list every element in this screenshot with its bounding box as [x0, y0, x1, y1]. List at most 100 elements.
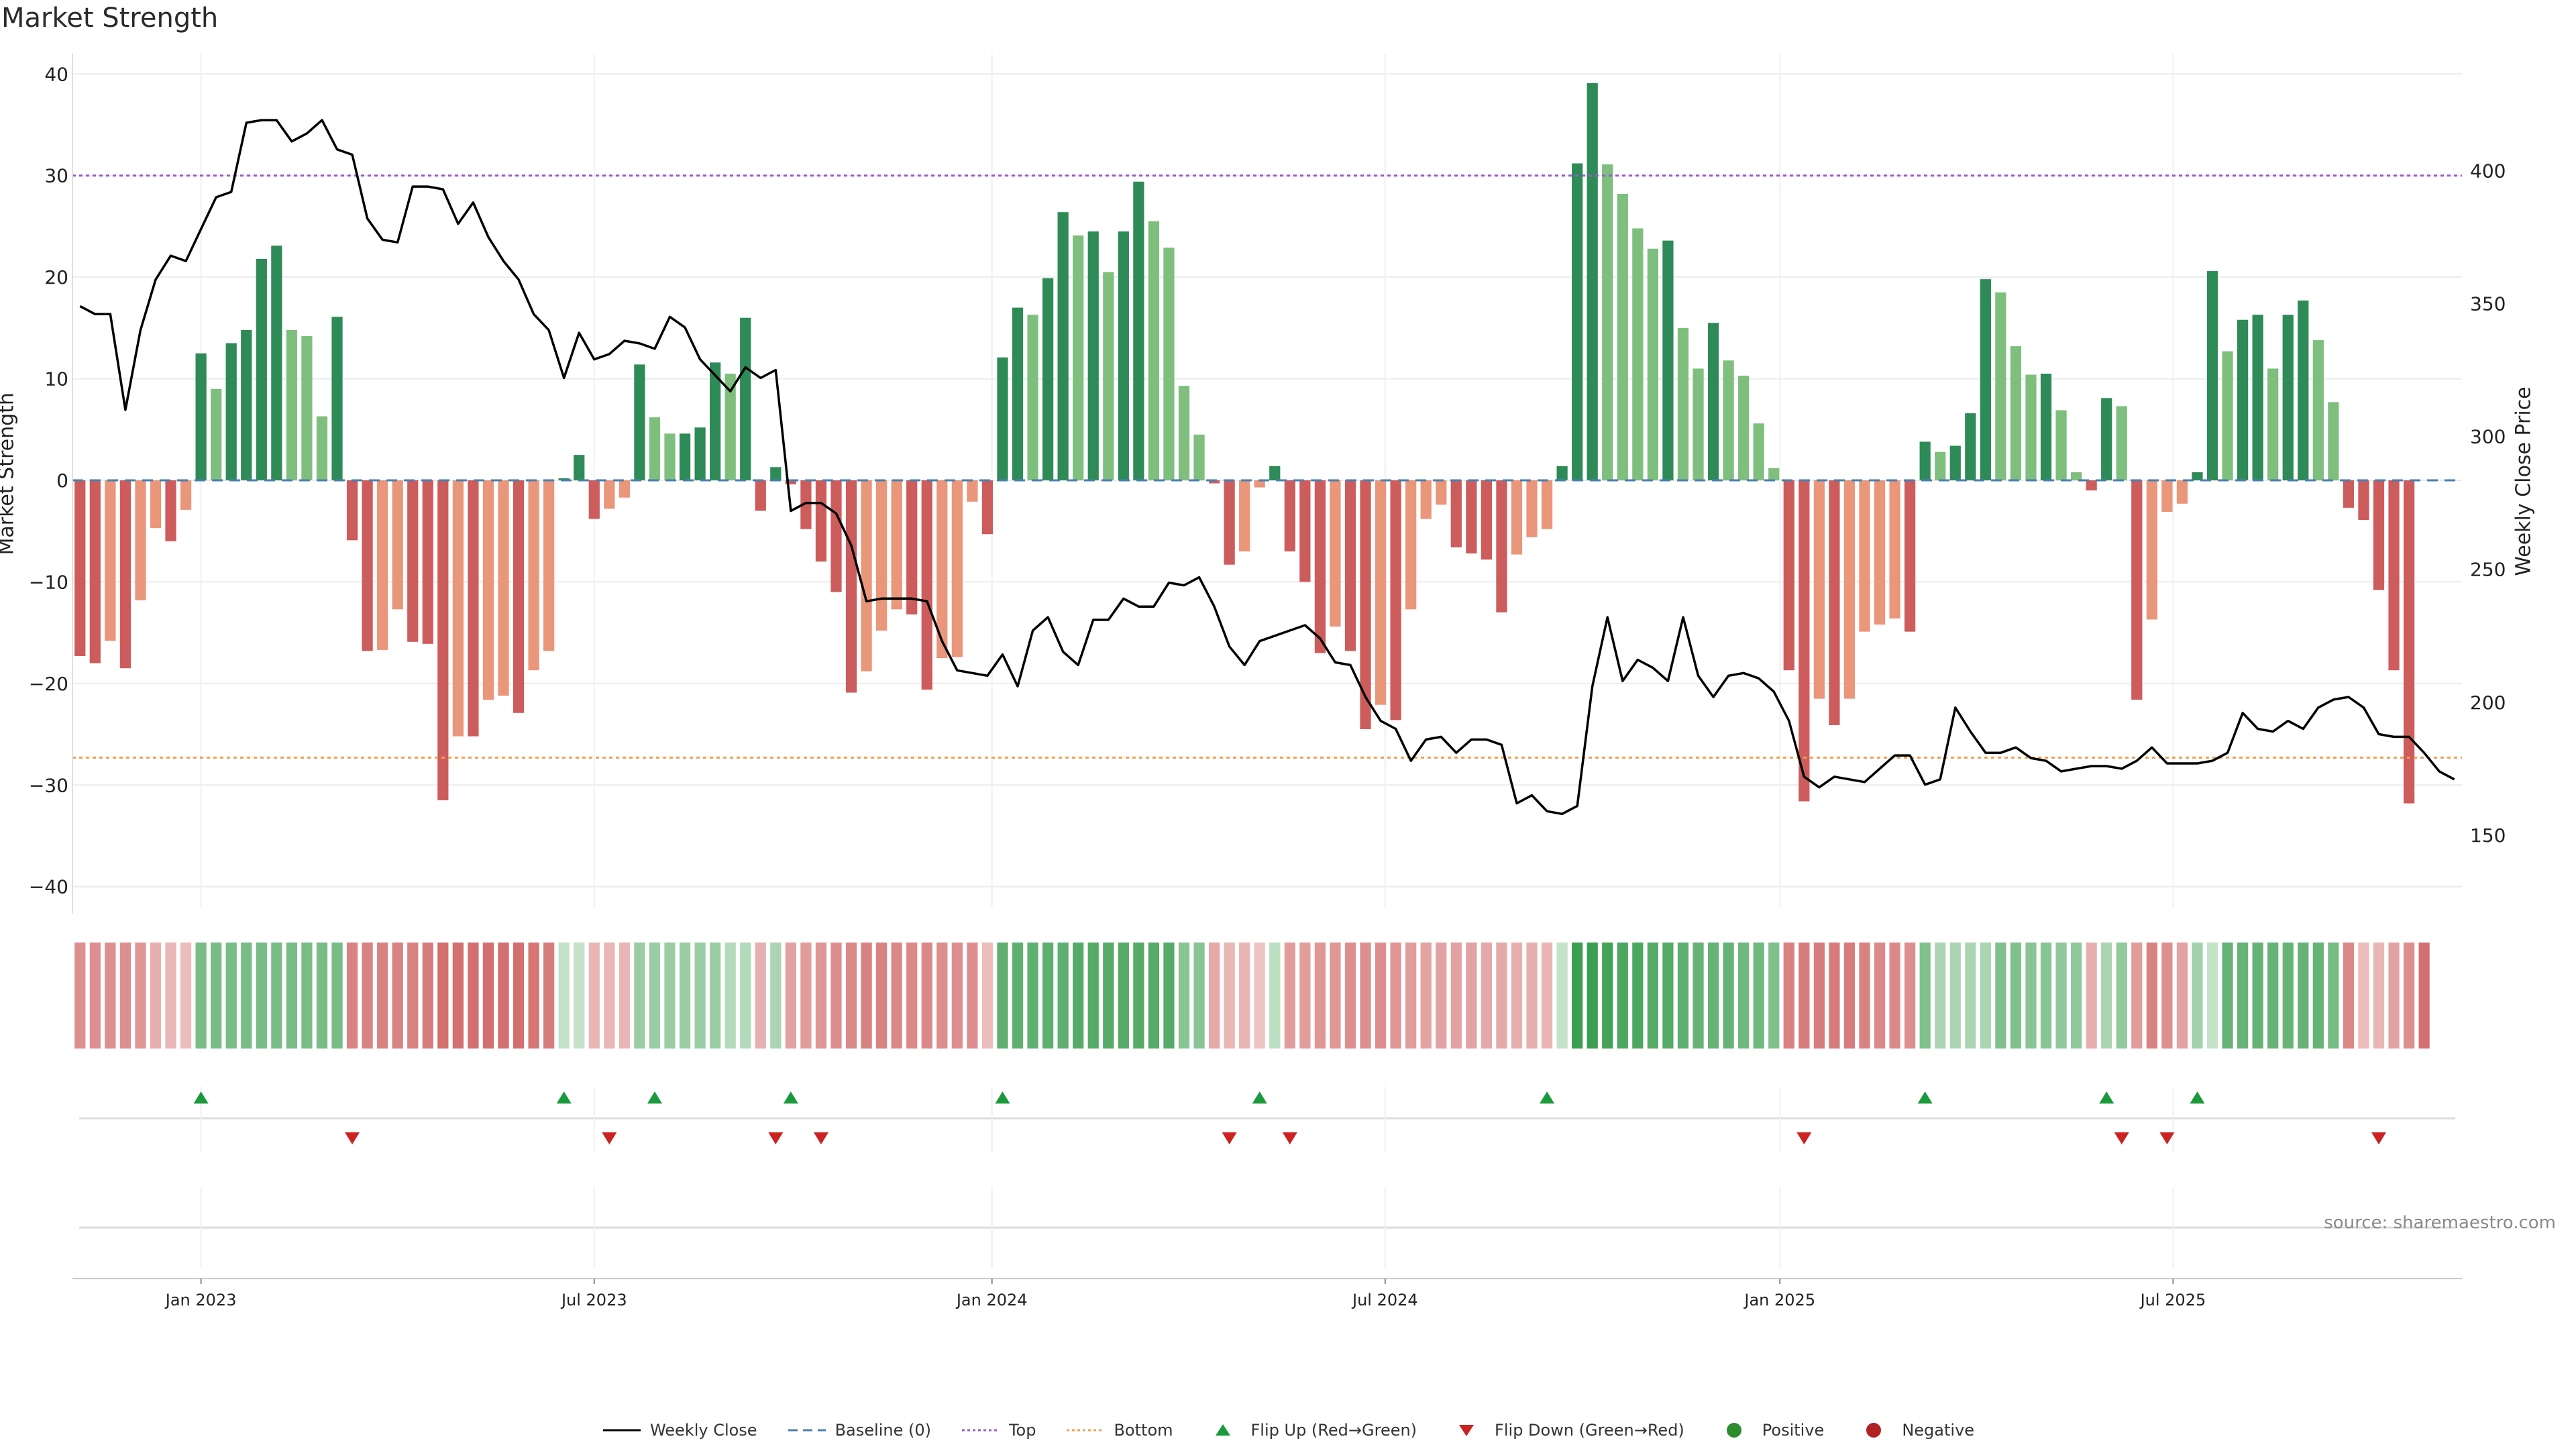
- heat-cell: [815, 943, 827, 1049]
- heat-cell: [89, 943, 101, 1049]
- legend-label: Weekly Close: [649, 1421, 757, 1440]
- strength-bar: [710, 362, 721, 480]
- legend-item: Flip Down (Green→Red): [1446, 1421, 1684, 1440]
- heat-cell: [2161, 943, 2173, 1049]
- flip-up-marker: [995, 1091, 1010, 1104]
- strength-bar: [271, 246, 282, 480]
- legend-swatch: [1215, 1424, 1230, 1436]
- strength-bar: [2206, 271, 2218, 480]
- strength-bar: [1450, 480, 1462, 547]
- strength-bar: [664, 433, 676, 480]
- legend-item: Top: [961, 1421, 1036, 1440]
- strength-bar: [1738, 376, 1750, 480]
- strength-bar: [2010, 346, 2022, 480]
- y-right-tick-label: 300: [2470, 426, 2506, 448]
- legend-label: Bottom: [1114, 1421, 1173, 1440]
- axes: 40 30 20 10 0 −10 −20 −30 −40 400 350 300 250 200 150: [29, 54, 2506, 914]
- heat-cell: [1723, 943, 1734, 1049]
- strength-bar: [1843, 480, 1856, 699]
- y-right-tick-label: 350: [2470, 292, 2506, 315]
- strength-bar: [1617, 193, 1628, 480]
- strength-bar: [1360, 480, 1371, 729]
- heat-cell: [225, 943, 237, 1049]
- strength-bar: [588, 480, 600, 519]
- heat-cell: [2206, 943, 2218, 1049]
- strength-bar: [1299, 480, 1311, 582]
- heat-cell: [286, 943, 298, 1049]
- heat-cell: [2071, 943, 2082, 1049]
- legend-label: Baseline (0): [835, 1421, 931, 1440]
- strength-bar: [1208, 480, 1220, 484]
- triangle-up-icon: [1215, 1424, 1230, 1436]
- strength-bar: [301, 335, 313, 480]
- strength-bar: [2071, 472, 2082, 480]
- heat-cell: [588, 943, 600, 1049]
- strength-bar: [2298, 300, 2309, 480]
- heat-cell: [1405, 943, 1417, 1049]
- legend-label: Flip Down (Green→Red): [1495, 1421, 1684, 1440]
- x-tick-label: Jul 2025: [2139, 1291, 2206, 1309]
- strength-bar: [1344, 480, 1356, 651]
- strength-bar: [2025, 374, 2037, 480]
- strength-bar: [1148, 221, 1160, 480]
- heat-cell: [407, 943, 419, 1049]
- strength-bar: [422, 480, 433, 644]
- dot-icon: [1726, 1423, 1741, 1438]
- heat-cell: [2328, 943, 2339, 1049]
- strength-bar: [150, 480, 162, 529]
- heat-cell: [1617, 943, 1628, 1049]
- strength-bar: [2101, 398, 2112, 480]
- strength-bar: [543, 480, 555, 651]
- heat-cell: [2373, 943, 2385, 1049]
- strength-bar: [1693, 368, 1704, 480]
- strength-bar: [452, 480, 464, 737]
- heat-cell: [755, 943, 766, 1049]
- heat-cell: [2237, 943, 2249, 1049]
- triangle-down-icon: [1459, 1425, 1474, 1436]
- legend-item: Negative: [1854, 1421, 1974, 1440]
- legend-swatch: [788, 1429, 826, 1432]
- strength-bar: [981, 480, 994, 535]
- heat-cell: [1556, 943, 1568, 1049]
- strength-bar: [1042, 278, 1054, 480]
- heat-cell: [1707, 943, 1719, 1049]
- chart-title: Market Strength: [1, 3, 219, 34]
- heat-cell: [1163, 943, 1175, 1049]
- heat-cell: [2101, 943, 2112, 1049]
- y-left-tick-label: −10: [29, 571, 68, 593]
- y-left-tick-label: 10: [44, 368, 68, 390]
- y-left-tick-label: −30: [29, 774, 68, 796]
- strength-bar: [755, 480, 766, 511]
- strength-bar: [906, 480, 918, 614]
- strength-bar: [2328, 402, 2339, 480]
- strength-bar: [528, 480, 539, 671]
- heat-cell: [574, 943, 585, 1049]
- dot-icon: [1866, 1423, 1882, 1438]
- strength-bar: [1375, 480, 1387, 705]
- heat-cell: [724, 943, 736, 1049]
- heat-cell: [165, 943, 176, 1049]
- flip-down-marker: [1796, 1132, 1812, 1144]
- heat-cell: [1390, 943, 1401, 1049]
- strength-bar: [891, 480, 902, 610]
- flip-down-marker: [2114, 1132, 2129, 1144]
- strength-bar: [815, 480, 827, 562]
- strength-bar: [1269, 466, 1281, 480]
- heat-cell: [1178, 943, 1190, 1049]
- strength-bar: [407, 480, 419, 642]
- strength-bar: [1420, 480, 1432, 519]
- legend-label: Negative: [1902, 1421, 1975, 1440]
- strength-bar: [2403, 480, 2415, 804]
- heat-cell: [2282, 943, 2294, 1049]
- strength-bar: [1874, 480, 1886, 625]
- heat-cell: [921, 943, 932, 1049]
- strength-bar: [558, 478, 570, 480]
- heat-cell: [2025, 943, 2037, 1049]
- strength-bar: [1572, 163, 1583, 481]
- strength-bar: [346, 480, 358, 541]
- strength-bar: [2176, 480, 2188, 504]
- heat-cell: [1254, 943, 1265, 1049]
- strength-bar: [845, 480, 857, 693]
- strength-bar: [800, 480, 812, 529]
- heat-cell: [710, 943, 721, 1049]
